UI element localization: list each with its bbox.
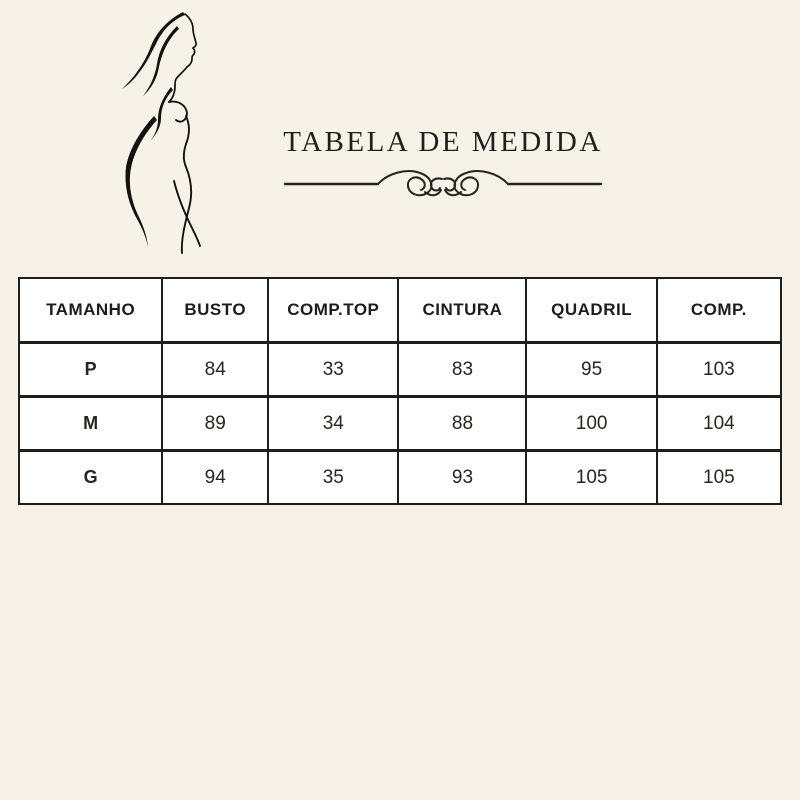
page-title: TABELA DE MEDIDA xyxy=(283,126,603,158)
value-cell-quadril: 95 xyxy=(525,341,658,398)
value-cell-comp: 103 xyxy=(655,341,783,398)
value-cell-comp-top: 33 xyxy=(267,341,400,398)
title-block: TABELA DE MEDIDA xyxy=(253,126,633,202)
value-cell-busto: 84 xyxy=(161,341,270,398)
value-cell-cintura: 83 xyxy=(397,341,528,398)
column-header-quadril: QUADRIL xyxy=(525,277,658,344)
column-header-comp-top: COMP.TOP xyxy=(267,277,400,344)
value-cell-comp-top: 35 xyxy=(267,449,400,505)
value-cell-busto: 89 xyxy=(161,395,270,452)
size-cell: M xyxy=(17,395,164,452)
woman-silhouette-icon xyxy=(122,12,201,254)
column-header-tamanho: TAMANHO xyxy=(17,277,164,344)
size-cell: P xyxy=(17,341,164,398)
value-cell-comp: 105 xyxy=(655,449,783,505)
column-header-busto: BUSTO xyxy=(161,277,270,344)
size-cell: G xyxy=(17,449,164,505)
woman-silhouette-figure xyxy=(90,2,250,254)
size-chart-table: TAMANHO BUSTO COMP.TOP CINTURA QUADRIL C… xyxy=(17,277,783,505)
column-header-cintura: CINTURA xyxy=(397,277,528,344)
value-cell-cintura: 93 xyxy=(397,449,528,505)
divider-flourish-icon xyxy=(283,170,603,197)
value-cell-comp-top: 34 xyxy=(267,395,400,452)
table-header-row: TAMANHO BUSTO COMP.TOP CINTURA QUADRIL C… xyxy=(17,277,783,344)
table-row-size-p: P 84 33 83 95 103 xyxy=(17,341,783,398)
value-cell-cintura: 88 xyxy=(397,395,528,452)
value-cell-quadril: 100 xyxy=(525,395,658,452)
value-cell-comp: 104 xyxy=(655,395,783,452)
value-cell-busto: 94 xyxy=(161,449,270,505)
value-cell-quadril: 105 xyxy=(525,449,658,505)
table-row-size-m: M 89 34 88 100 104 xyxy=(17,395,783,452)
table-row-size-g: G 94 35 93 105 105 xyxy=(17,449,783,505)
column-header-comp: COMP. xyxy=(655,277,783,344)
